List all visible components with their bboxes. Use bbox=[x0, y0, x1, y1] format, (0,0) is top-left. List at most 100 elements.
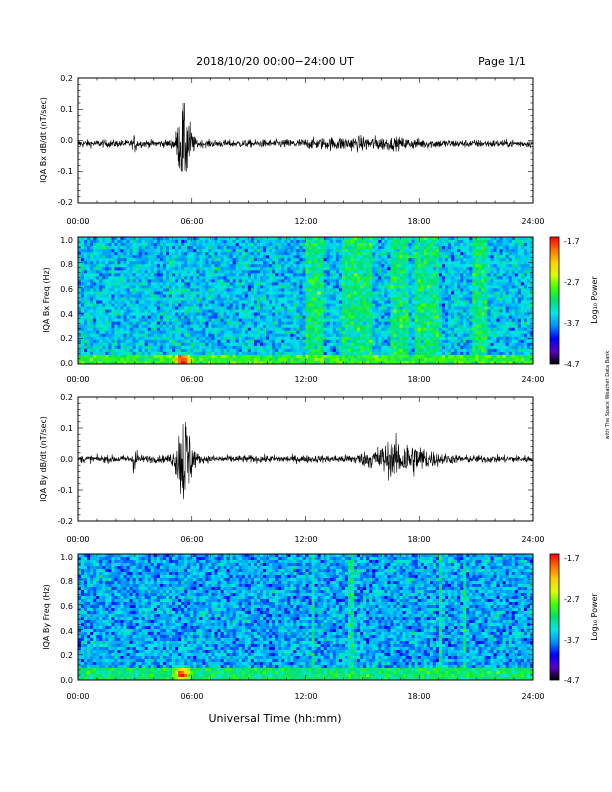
spectrogram-cell bbox=[178, 264, 182, 268]
spectrogram-cell bbox=[123, 297, 127, 301]
spectrogram-cell bbox=[196, 288, 200, 292]
spectrogram-cell bbox=[320, 255, 325, 259]
spectrogram-cell bbox=[84, 360, 88, 365]
spectrogram-cell bbox=[420, 342, 425, 347]
spectrogram-cell bbox=[117, 360, 121, 365]
spectrogram-cell bbox=[402, 294, 406, 298]
spectrogram-cell bbox=[120, 252, 124, 256]
spectrogram-cell bbox=[184, 291, 188, 295]
spectrogram-cell bbox=[357, 351, 361, 356]
spectrogram-cell bbox=[408, 261, 413, 265]
spectrogram-cell bbox=[190, 249, 194, 253]
spectrogram-cell bbox=[108, 261, 112, 265]
spectrogram-cell bbox=[302, 255, 306, 259]
spectrogram-cell bbox=[329, 291, 334, 295]
spectrogram-cell bbox=[214, 306, 218, 310]
spectrogram-cell bbox=[341, 246, 346, 250]
spectrogram-cell bbox=[335, 354, 340, 359]
spectrogram-cell bbox=[150, 345, 155, 350]
spectrogram-cell bbox=[360, 285, 364, 289]
spectrogram-cell bbox=[260, 342, 264, 347]
spectrogram-cell bbox=[156, 312, 161, 317]
spectrogram-cell bbox=[311, 282, 315, 286]
spectrogram-cell bbox=[326, 276, 331, 280]
spectrogram-cell bbox=[144, 255, 149, 259]
spectrogram-cell bbox=[341, 345, 346, 350]
spectrogram-cell bbox=[405, 237, 410, 241]
spectrogram-cell bbox=[423, 321, 428, 326]
spectrogram-cell bbox=[263, 270, 267, 274]
spectrogram-cell bbox=[244, 327, 249, 332]
spectrogram-cell bbox=[123, 327, 127, 332]
spectrogram-cell bbox=[99, 312, 103, 317]
spectrogram-cell bbox=[169, 288, 173, 292]
spectrogram-cell bbox=[114, 309, 118, 313]
spectrogram-cell bbox=[332, 357, 337, 362]
spectrogram-cell bbox=[326, 291, 331, 295]
spectrogram-cell bbox=[320, 237, 325, 241]
spectrogram-cell bbox=[247, 354, 252, 359]
spectrogram-cell bbox=[338, 345, 343, 350]
spectrogram-cell bbox=[132, 297, 137, 301]
spectrogram-cell bbox=[223, 354, 228, 359]
spectrogram-cell bbox=[305, 309, 309, 313]
spectrogram-cell bbox=[281, 261, 285, 265]
spectrogram-cell bbox=[87, 294, 91, 298]
spectrogram-cell bbox=[81, 255, 85, 259]
spectrogram-cell bbox=[123, 315, 127, 320]
spectrogram-cell bbox=[214, 360, 218, 365]
spectrogram-cell bbox=[96, 291, 100, 295]
spectrogram-cell bbox=[165, 354, 170, 359]
spectrogram-cell bbox=[305, 288, 309, 292]
spectrogram-cell bbox=[165, 237, 170, 241]
spectrogram-cell bbox=[375, 339, 379, 344]
spectrogram-cell bbox=[250, 288, 255, 292]
spectrogram-cell bbox=[329, 249, 334, 253]
spectrogram-cell bbox=[144, 357, 149, 362]
spectrogram-cell bbox=[347, 306, 352, 310]
spectrogram-cell bbox=[172, 309, 176, 313]
spectrogram-cell bbox=[275, 270, 279, 274]
spectrogram-cell bbox=[281, 291, 285, 295]
spectrogram-cell bbox=[366, 321, 370, 326]
spectrogram-cell bbox=[363, 315, 367, 320]
spectrogram-cell bbox=[369, 276, 373, 280]
spectrogram-cell bbox=[363, 333, 367, 338]
spectrogram-cell bbox=[287, 297, 291, 301]
spectrogram-cell bbox=[256, 264, 261, 268]
spectrogram-cell bbox=[275, 243, 279, 247]
spectrogram-cell bbox=[344, 360, 349, 365]
spectrogram-cell bbox=[287, 339, 291, 344]
spectrogram-cell bbox=[199, 339, 203, 344]
spectrogram-cell bbox=[250, 270, 255, 274]
spectrogram-cell bbox=[354, 354, 358, 359]
spectrogram-cell bbox=[423, 291, 428, 295]
spectrogram-cell bbox=[296, 303, 300, 307]
spectrogram-cell bbox=[108, 288, 112, 292]
spectrogram-cell bbox=[81, 315, 85, 320]
spectrogram-cell bbox=[199, 285, 203, 289]
spectrogram-cell bbox=[423, 333, 428, 338]
spectrogram-cell bbox=[226, 246, 231, 250]
spectrogram-cell bbox=[332, 309, 337, 313]
spectrogram-cell bbox=[229, 258, 234, 262]
spectrogram-cell bbox=[165, 258, 170, 262]
spectrogram-cell bbox=[181, 297, 185, 301]
spectrogram-cell bbox=[150, 297, 155, 301]
spectrogram-cell bbox=[281, 318, 285, 323]
spectrogram-cell bbox=[187, 339, 191, 344]
spectrogram-cell bbox=[393, 357, 397, 362]
spectrogram-cell bbox=[150, 360, 155, 365]
spectrogram-cell bbox=[123, 348, 127, 353]
spectrogram-cell bbox=[405, 306, 410, 310]
spectrogram-cell bbox=[135, 333, 140, 338]
spectrogram-cell bbox=[156, 240, 161, 244]
spectrogram-cell bbox=[250, 312, 255, 317]
spectrogram-cell bbox=[147, 264, 152, 268]
spectrogram-cell bbox=[341, 243, 346, 247]
spectrogram-cell bbox=[369, 288, 373, 292]
spectrogram-cell bbox=[202, 246, 206, 250]
spectrogram-cell bbox=[208, 285, 212, 289]
spectrogram-cell bbox=[184, 243, 188, 247]
spectrogram-cell bbox=[90, 345, 94, 350]
